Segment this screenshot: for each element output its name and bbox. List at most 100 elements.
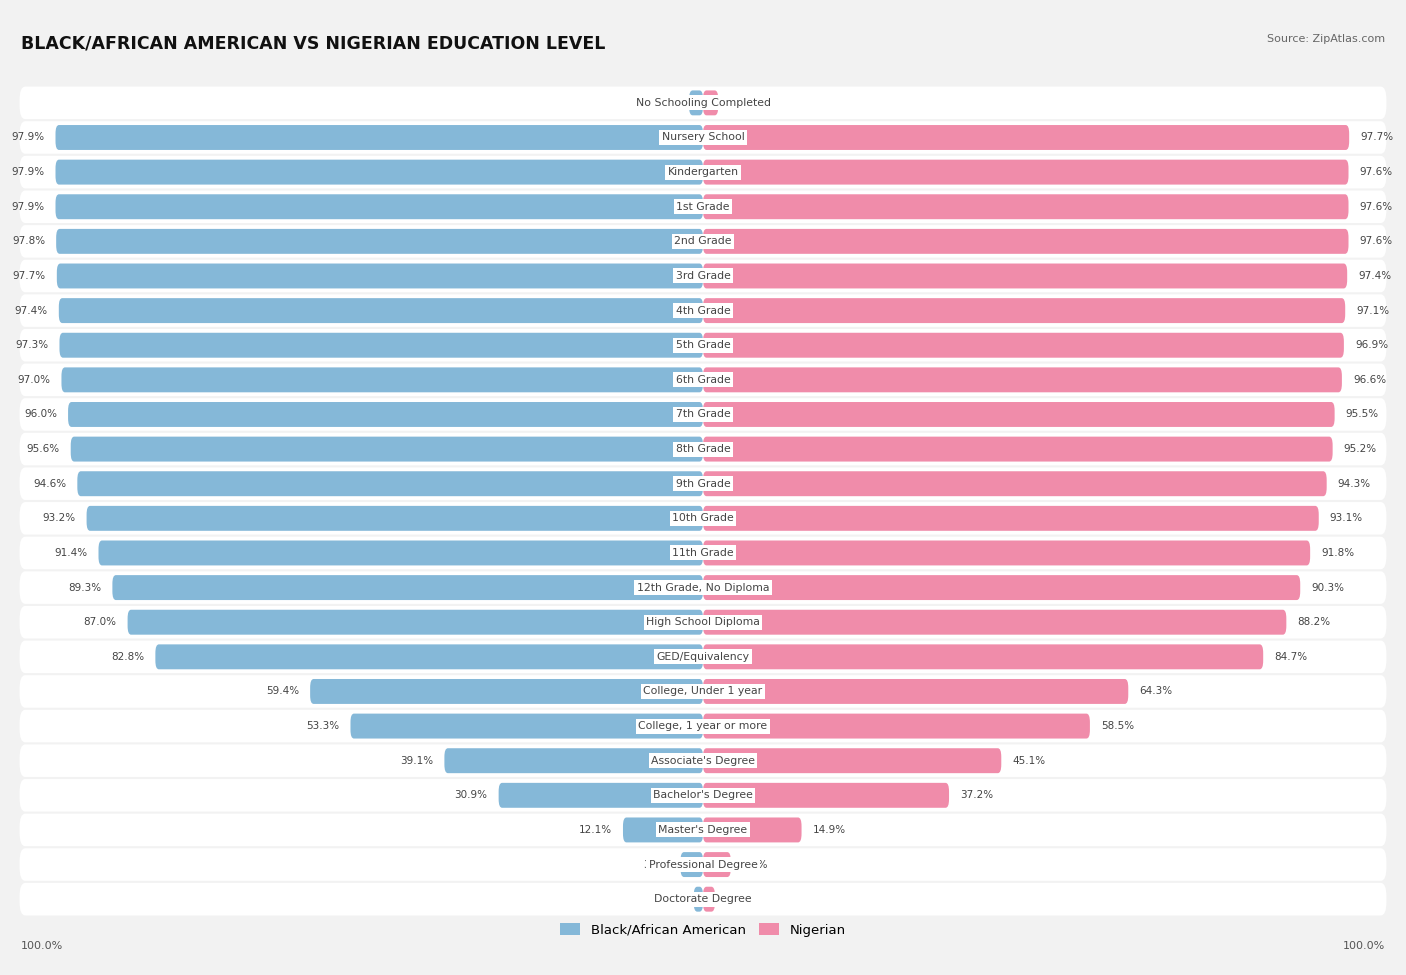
FancyBboxPatch shape [703,263,1347,289]
FancyBboxPatch shape [681,852,703,878]
FancyBboxPatch shape [56,229,703,254]
FancyBboxPatch shape [77,471,703,496]
Text: 84.7%: 84.7% [1274,652,1308,662]
FancyBboxPatch shape [703,886,714,912]
Text: High School Diploma: High School Diploma [647,617,759,627]
Text: 93.2%: 93.2% [42,514,76,524]
Text: 94.6%: 94.6% [34,479,66,488]
Text: 37.2%: 37.2% [960,791,993,800]
Text: 14.9%: 14.9% [813,825,845,835]
Text: 11th Grade: 11th Grade [672,548,734,558]
FancyBboxPatch shape [703,194,1348,219]
FancyBboxPatch shape [499,783,703,807]
Text: 3.4%: 3.4% [643,860,669,870]
FancyBboxPatch shape [703,160,1348,184]
Text: 90.3%: 90.3% [1312,583,1344,593]
Text: 8th Grade: 8th Grade [676,444,730,454]
Text: Source: ZipAtlas.com: Source: ZipAtlas.com [1267,34,1385,44]
Text: Professional Degree: Professional Degree [648,860,758,870]
FancyBboxPatch shape [20,87,1386,119]
Text: 97.3%: 97.3% [15,340,48,350]
Text: 6th Grade: 6th Grade [676,374,730,385]
Text: 100.0%: 100.0% [21,941,63,951]
FancyBboxPatch shape [350,714,703,738]
FancyBboxPatch shape [20,433,1386,465]
FancyBboxPatch shape [703,540,1310,566]
FancyBboxPatch shape [689,91,703,115]
FancyBboxPatch shape [703,332,1344,358]
FancyBboxPatch shape [20,605,1386,639]
FancyBboxPatch shape [703,852,731,878]
Text: 64.3%: 64.3% [1139,686,1173,696]
FancyBboxPatch shape [703,714,1090,738]
FancyBboxPatch shape [98,540,703,566]
FancyBboxPatch shape [20,156,1386,188]
FancyBboxPatch shape [20,364,1386,396]
Text: 59.4%: 59.4% [266,686,299,696]
Text: 9th Grade: 9th Grade [676,479,730,488]
FancyBboxPatch shape [703,748,1001,773]
Text: Doctorate Degree: Doctorate Degree [654,894,752,904]
FancyBboxPatch shape [20,259,1386,292]
Text: 97.4%: 97.4% [14,305,48,316]
FancyBboxPatch shape [703,506,1319,530]
FancyBboxPatch shape [67,402,703,427]
FancyBboxPatch shape [703,783,949,807]
Text: 97.9%: 97.9% [11,167,45,177]
Text: BLACK/AFRICAN AMERICAN VS NIGERIAN EDUCATION LEVEL: BLACK/AFRICAN AMERICAN VS NIGERIAN EDUCA… [21,34,606,52]
Text: 96.0%: 96.0% [24,410,58,419]
FancyBboxPatch shape [703,402,1334,427]
Text: Kindergarten: Kindergarten [668,167,738,177]
Text: 97.9%: 97.9% [11,133,45,142]
FancyBboxPatch shape [112,575,703,600]
Text: Associate's Degree: Associate's Degree [651,756,755,765]
Text: 97.6%: 97.6% [1360,167,1393,177]
Text: 97.9%: 97.9% [11,202,45,212]
Text: 1.4%: 1.4% [657,894,683,904]
FancyBboxPatch shape [20,121,1386,154]
FancyBboxPatch shape [703,817,801,842]
Text: 97.0%: 97.0% [17,374,51,385]
Text: 97.7%: 97.7% [1360,133,1393,142]
Text: College, 1 year or more: College, 1 year or more [638,722,768,731]
Text: 96.9%: 96.9% [1355,340,1388,350]
Text: 53.3%: 53.3% [307,722,339,731]
Text: No Schooling Completed: No Schooling Completed [636,98,770,108]
Text: 3rd Grade: 3rd Grade [675,271,731,281]
FancyBboxPatch shape [20,467,1386,500]
Text: 93.1%: 93.1% [1330,514,1362,524]
Legend: Black/African American, Nigerian: Black/African American, Nigerian [555,918,851,942]
Text: 97.1%: 97.1% [1357,305,1389,316]
FancyBboxPatch shape [20,294,1386,327]
FancyBboxPatch shape [703,229,1348,254]
Text: 2nd Grade: 2nd Grade [675,236,731,247]
FancyBboxPatch shape [56,263,703,289]
FancyBboxPatch shape [693,886,703,912]
Text: 30.9%: 30.9% [454,791,488,800]
Text: 82.8%: 82.8% [111,652,145,662]
FancyBboxPatch shape [703,368,1341,392]
FancyBboxPatch shape [20,225,1386,257]
Text: GED/Equivalency: GED/Equivalency [657,652,749,662]
Text: 96.6%: 96.6% [1353,374,1386,385]
Text: 39.1%: 39.1% [401,756,433,765]
FancyBboxPatch shape [128,609,703,635]
Text: 97.7%: 97.7% [13,271,46,281]
Text: Nursery School: Nursery School [662,133,744,142]
Text: 91.4%: 91.4% [55,548,87,558]
Text: 4th Grade: 4th Grade [676,305,730,316]
FancyBboxPatch shape [156,644,703,669]
FancyBboxPatch shape [20,329,1386,362]
FancyBboxPatch shape [55,194,703,219]
FancyBboxPatch shape [703,679,1128,704]
FancyBboxPatch shape [20,779,1386,811]
FancyBboxPatch shape [20,710,1386,742]
FancyBboxPatch shape [55,160,703,184]
FancyBboxPatch shape [20,745,1386,777]
FancyBboxPatch shape [70,437,703,461]
Text: 95.6%: 95.6% [27,444,59,454]
Text: 5th Grade: 5th Grade [676,340,730,350]
Text: 2.1%: 2.1% [651,98,678,108]
Text: Bachelor's Degree: Bachelor's Degree [652,791,754,800]
Text: 91.8%: 91.8% [1322,548,1354,558]
